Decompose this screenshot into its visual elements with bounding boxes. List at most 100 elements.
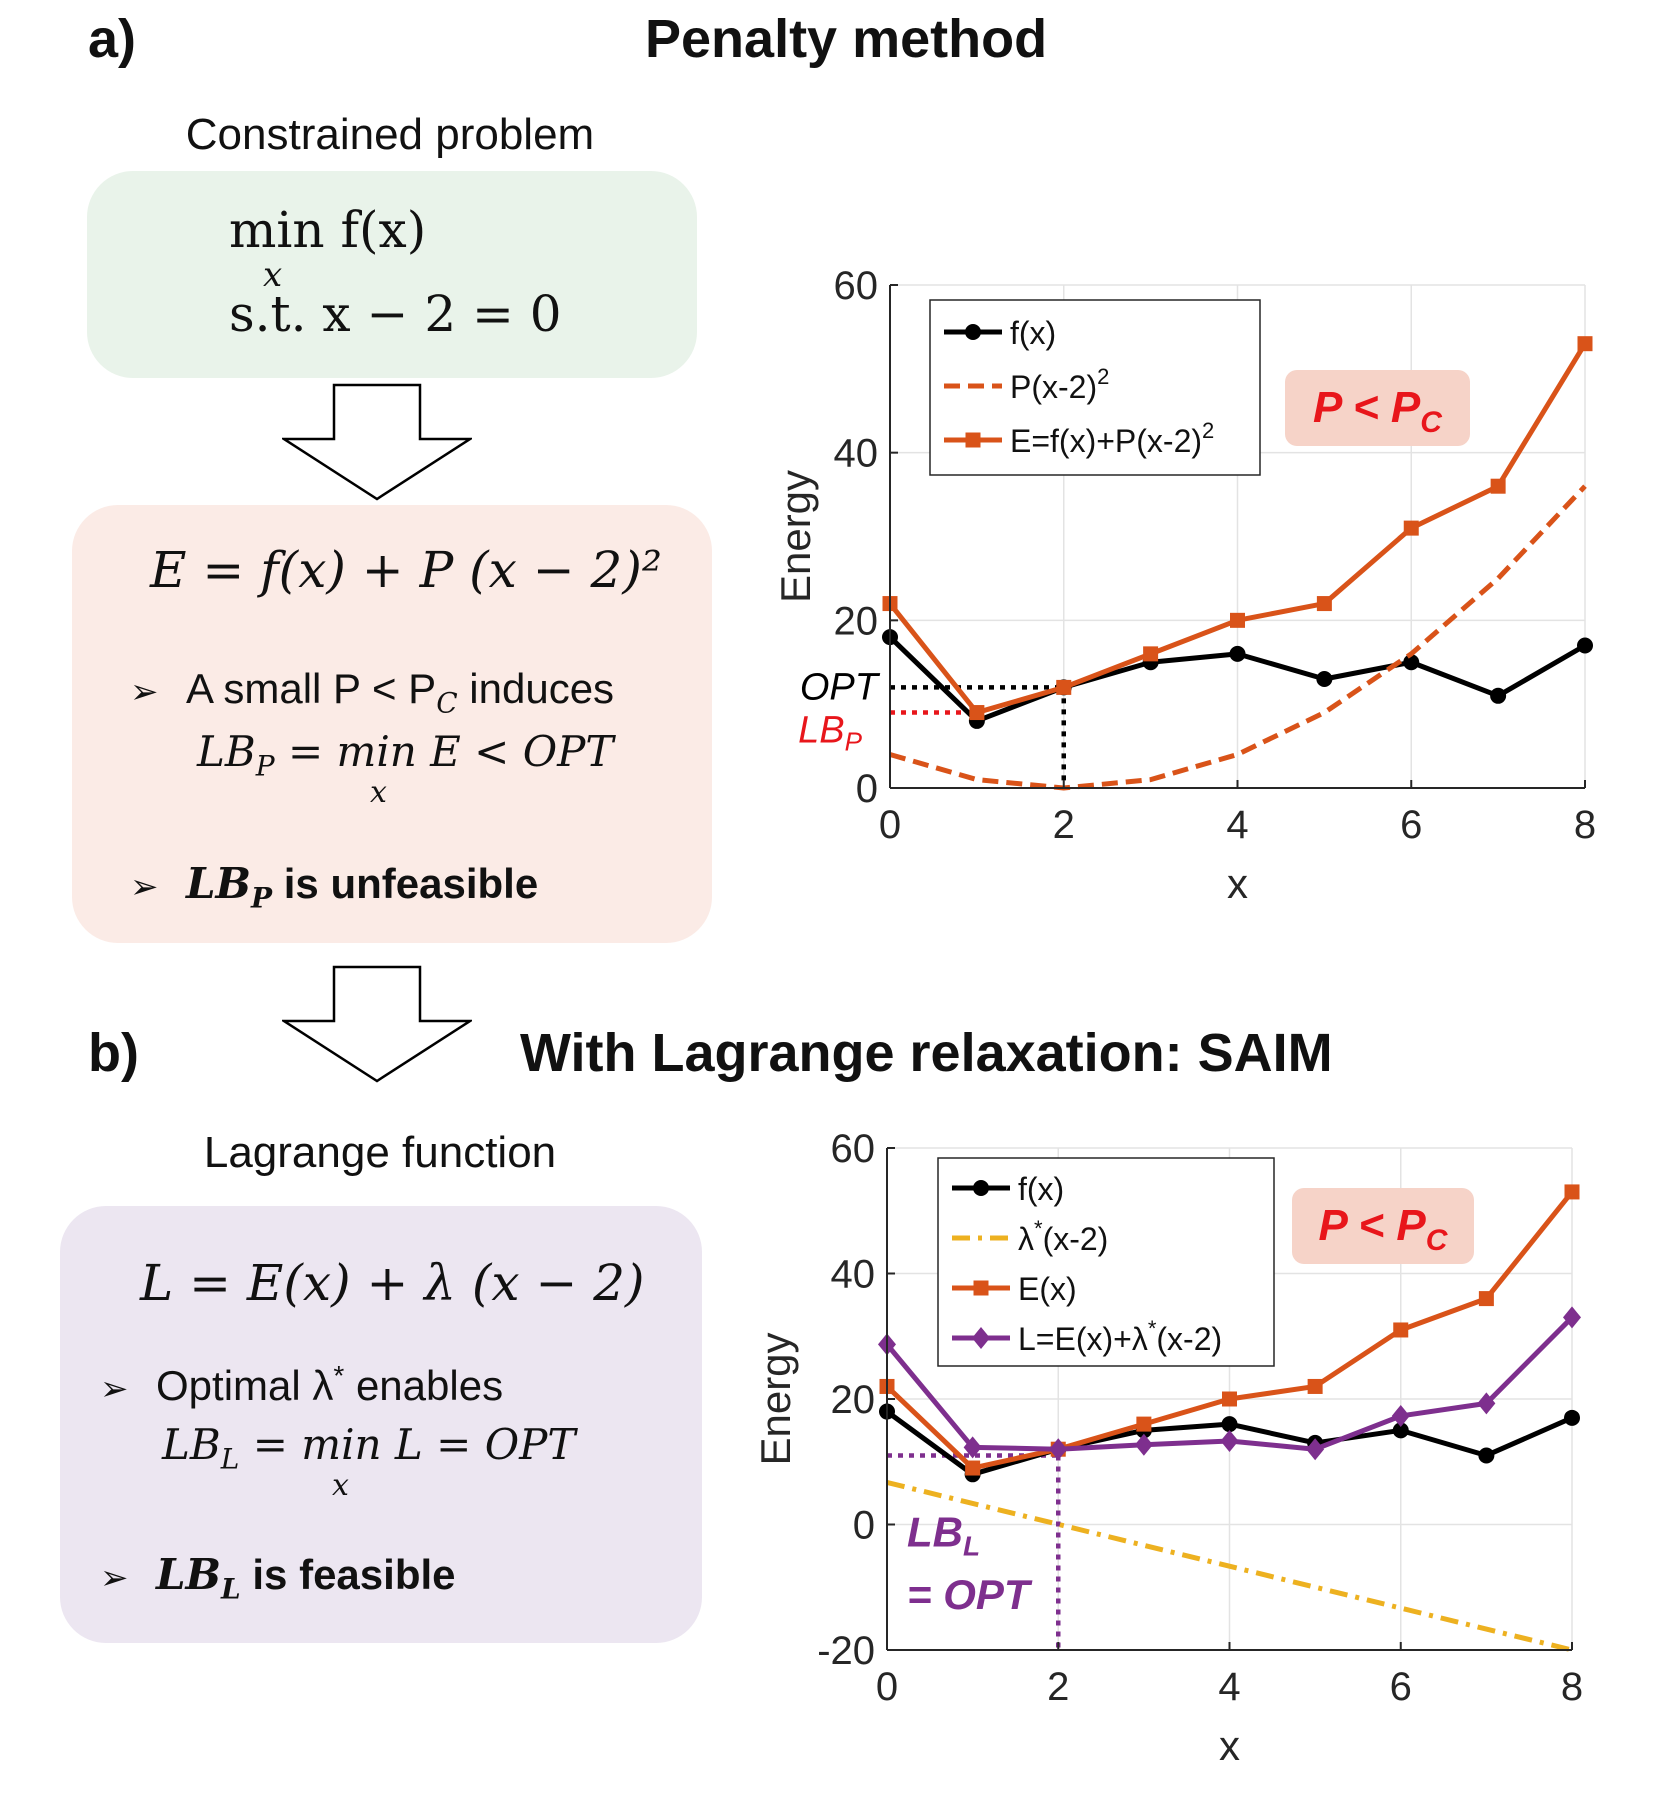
data-point-s3-3 <box>1134 1433 1153 1456</box>
x-tick-label: 4 <box>1226 803 1248 847</box>
p-less-pc-sub: C <box>1420 406 1443 439</box>
data-point-s3-4 <box>1220 1430 1239 1453</box>
bullet-optimal-lambda: ➢ Optimal λ* enables <box>100 1360 504 1409</box>
y-tick-label: 0 <box>853 1504 875 1548</box>
legend-label-sup-1: 2 <box>1097 364 1109 389</box>
legend-label-1: λ*(x-2) <box>1018 1216 1108 1257</box>
objective-formula: min f(x) <box>229 201 427 259</box>
data-point-s2-7 <box>1490 478 1506 494</box>
p-less-pc-text: P < PC <box>1319 1201 1449 1257</box>
data-point-s3-2 <box>1049 1438 1068 1461</box>
p-less-pc-sub: C <box>1426 1224 1449 1257</box>
x-axis-label: x <box>1227 860 1248 907</box>
panel-a-title: Penalty method <box>645 9 1048 69</box>
legend-label-main-0: f(x) <box>1018 1171 1064 1207</box>
x-tick-label: 6 <box>1400 803 1422 847</box>
legend-label-sup-3: * <box>1148 1316 1157 1341</box>
constrained-problem-box: min f(x) x s.t. x − 2 = 0 <box>87 171 697 378</box>
panel-b-label: b) <box>88 1023 139 1083</box>
legend-label-main-3: L=E(x)+λ <box>1018 1321 1148 1357</box>
legend-marker-0 <box>973 1180 989 1196</box>
legend-label-2: E=f(x)+P(x-2)2 <box>1010 418 1214 459</box>
series-line-1 <box>886 1480 1573 1653</box>
y-tick-label: 40 <box>834 432 879 476</box>
penalty-box: E = f(x) + P (x − 2)² ➢ A small P < PC in… <box>72 505 712 943</box>
y-tick-label: 60 <box>834 264 879 308</box>
p-less-pc-badge <box>1285 370 1470 446</box>
data-point-s2-3 <box>1136 1416 1152 1432</box>
data-point-s3-1 <box>963 1436 982 1459</box>
x-axis-label: x <box>1219 1722 1240 1769</box>
bullet-arrow-icon: ➢ <box>130 868 159 906</box>
data-point-s2-2 <box>1056 679 1072 695</box>
lagrange-formula: L = E(x) + λ (x − 2) <box>140 1254 645 1312</box>
bullet-small-p: ➢ A small P < PC induces <box>130 665 615 720</box>
bullet-arrow-icon: ➢ <box>100 1559 129 1597</box>
x-tick-label: 2 <box>1047 1665 1069 1709</box>
data-point-s2-5 <box>1307 1378 1323 1394</box>
legend-label-sup-2: 2 <box>1202 418 1214 443</box>
objective-subscript: x <box>263 255 283 295</box>
data-point-s2-4 <box>1230 612 1245 628</box>
lbl-min-subscript: x <box>332 1468 349 1503</box>
legend-label-3: L=E(x)+λ*(x-2) <box>1018 1316 1222 1357</box>
data-point-s0-5 <box>1316 671 1333 688</box>
data-point-s2-4 <box>1222 1391 1237 1407</box>
x-tick-label: 8 <box>1561 1665 1583 1709</box>
series-line-1 <box>889 484 1587 791</box>
lbp-label-main: LB <box>798 710 844 752</box>
panel-a-label: a) <box>88 9 137 69</box>
legend-label-1: P(x-2)2 <box>1010 364 1109 405</box>
y-tick-label: 60 <box>831 1130 876 1171</box>
x-tick-label: 4 <box>1218 1665 1240 1709</box>
bullet-feasible: ➢ LBL is feasible <box>100 1550 456 1606</box>
legend-marker-2 <box>965 432 981 448</box>
data-point-s2-1 <box>965 1460 981 1476</box>
legend-label-rest-3: (x-2) <box>1156 1321 1222 1357</box>
legend-label-0: f(x) <box>1018 1171 1064 1207</box>
data-point-s2-5 <box>1316 596 1332 612</box>
data-point-s2-6 <box>1393 1322 1409 1338</box>
lbp-formula: LBP = min E < OPT <box>197 727 614 783</box>
x-tick-label: 6 <box>1390 1665 1412 1709</box>
y-tick-label: 20 <box>831 1378 876 1422</box>
data-point-s3-7 <box>1477 1392 1496 1415</box>
data-point-s2-8 <box>1577 336 1593 352</box>
bullet-arrow-icon: ➢ <box>130 673 159 711</box>
data-point-s3-6 <box>1391 1404 1410 1427</box>
legend-marker-3 <box>972 1327 990 1349</box>
legend-label-main-1: λ <box>1018 1221 1034 1257</box>
y-tick-label: 20 <box>834 599 879 643</box>
lbl-label-main: LB <box>907 1508 963 1555</box>
data-point-s0-6 <box>1403 654 1420 671</box>
down-arrow-icon <box>282 965 472 1083</box>
legend-box <box>937 1157 1275 1367</box>
x-tick-label: 0 <box>879 803 901 847</box>
panel-b-title: With Lagrange relaxation: SAIM <box>520 1023 1333 1083</box>
x-tick-label: 0 <box>876 1665 898 1709</box>
lbl-formula: LBL = min L = OPT <box>162 1420 576 1476</box>
data-point-s0-6 <box>1392 1422 1409 1439</box>
legend-marker-0 <box>965 324 981 340</box>
y-axis-label: Energy <box>772 470 819 603</box>
y-tick-label: -20 <box>817 1629 875 1673</box>
down-arrow-icon <box>282 383 472 501</box>
legend-label-0: f(x) <box>1010 315 1056 351</box>
data-point-s0-4 <box>1229 645 1246 662</box>
p-less-pc-main: P < P <box>1319 1201 1427 1250</box>
legend-box <box>929 299 1261 476</box>
data-point-s3-5 <box>1306 1438 1325 1461</box>
p-less-pc-main: P < P <box>1313 383 1421 432</box>
y-tick-label: 40 <box>831 1253 876 1297</box>
legend-label-2: E(x) <box>1018 1271 1077 1307</box>
x-tick-label: 2 <box>1053 803 1075 847</box>
lbp-label-sub: P <box>845 727 863 757</box>
bullet-arrow-icon: ➢ <box>100 1370 129 1408</box>
legend-label-main-2: E=f(x)+P(x-2) <box>1010 423 1202 459</box>
lagrange-box: L = E(x) + λ (x − 2) ➢ Optimal λ* enables… <box>60 1206 702 1643</box>
y-axis-label: Energy <box>752 1332 799 1465</box>
bullet-unfeasible: ➢ LBP is unfeasible <box>130 859 539 915</box>
lbl-label-line2: = OPT <box>907 1571 1033 1618</box>
data-point-s0-7 <box>1478 1447 1495 1464</box>
lbl-label-sub: L <box>963 1530 980 1561</box>
